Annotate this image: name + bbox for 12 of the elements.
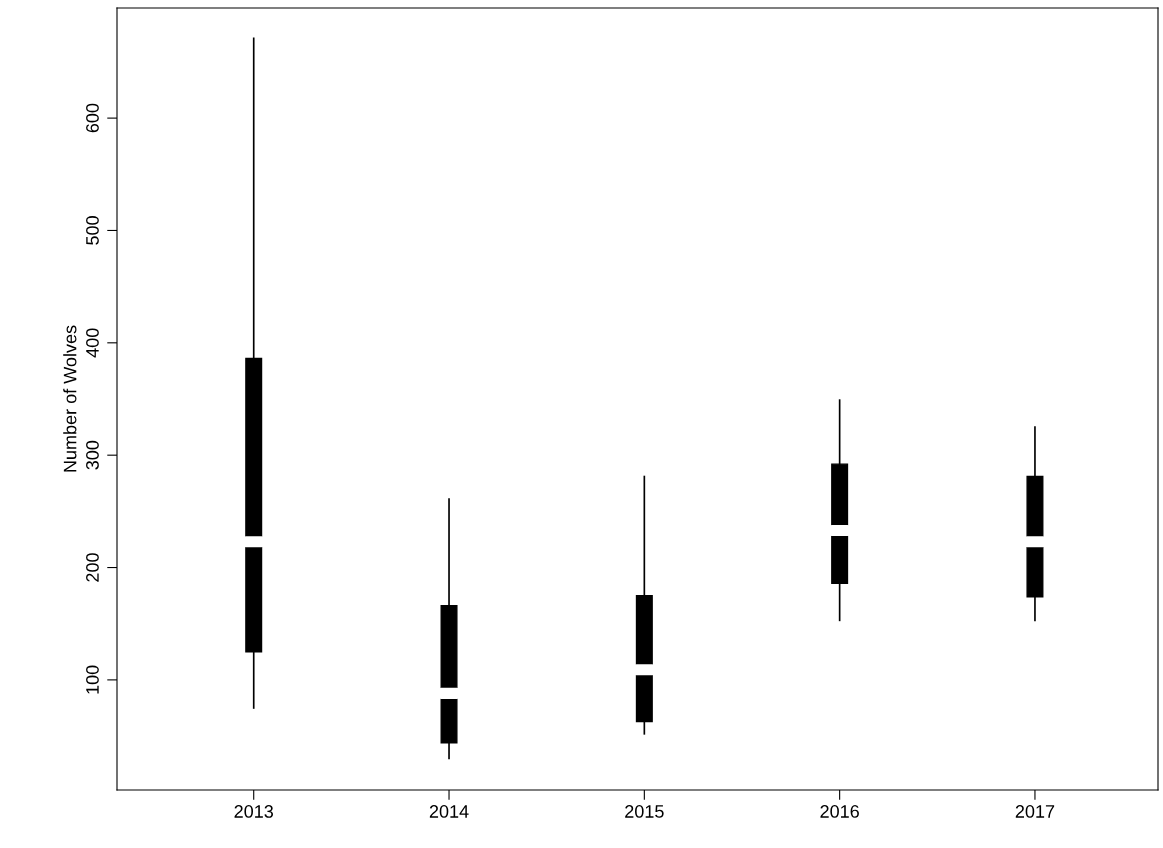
x-tick-label: 2013 [234,805,274,818]
y-tick-label: 300 [86,440,99,470]
x-tick-label: 2014 [429,805,469,818]
y-tick-label: 200 [86,553,99,582]
y-tick-label: 100 [86,665,99,694]
y-tick-label: 400 [86,328,99,358]
y-tick-label: 600 [86,103,99,133]
x-tick-label: 2015 [625,805,664,818]
y-axis-title: Number of Wolves [63,325,77,472]
x-tick-label: 2017 [1015,805,1055,818]
y-tick-label: 500 [86,216,99,245]
x-tick-label: 2016 [820,805,859,818]
